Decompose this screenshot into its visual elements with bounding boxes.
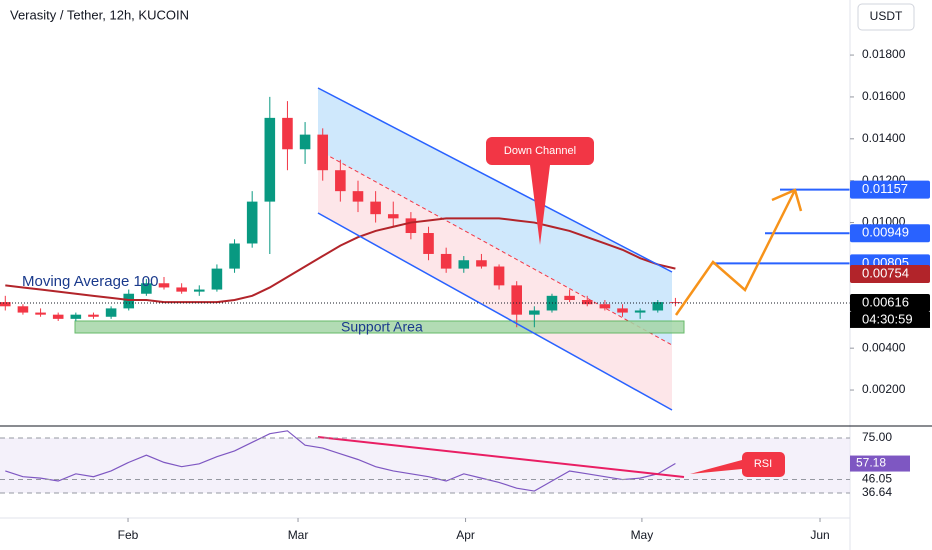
x-tick-label: May — [631, 528, 654, 542]
rsi-tick-label: 36.64 — [862, 485, 892, 499]
candle-body — [141, 283, 152, 294]
channel-lower — [317, 212, 673, 411]
candle-body — [229, 243, 240, 269]
callout-pointer — [530, 165, 550, 245]
support-label: Support Area — [341, 319, 423, 335]
rsi-trendline — [317, 436, 685, 478]
candle-body — [299, 134, 311, 150]
candle-body — [246, 201, 258, 244]
price-tag — [850, 293, 930, 312]
y-tick-label: 0.01800 — [862, 47, 906, 61]
candle-body — [0, 302, 11, 307]
candle-body — [176, 287, 187, 292]
callout — [486, 137, 594, 165]
candle-body — [546, 295, 558, 311]
title: Verasity / Tether, 12h, KUCOIN — [10, 7, 189, 22]
rsi-tick-label: 46.05 — [862, 472, 892, 486]
channel-mid — [317, 149, 673, 346]
candle-body — [35, 312, 46, 315]
candle-body — [105, 308, 117, 317]
y-tick-label: 0.01400 — [862, 131, 906, 145]
candle-body — [476, 260, 487, 267]
currency-box — [857, 3, 915, 31]
y-tick-label: 0.01600 — [862, 89, 906, 103]
candle-body — [529, 310, 540, 315]
candle-body — [193, 289, 205, 292]
candle-body — [52, 314, 64, 319]
y-tick-label: 0.00400 — [862, 340, 906, 354]
candle-body — [458, 260, 470, 269]
channel-upper — [317, 87, 673, 273]
y-tick-label: 0.00200 — [862, 382, 906, 396]
x-tick-label: Mar — [288, 528, 309, 542]
candle-body — [352, 191, 364, 202]
candle-body — [423, 233, 434, 254]
candle-body — [123, 293, 135, 309]
x-tick-label: Feb — [118, 528, 139, 542]
rsi-tag — [850, 455, 910, 472]
candle-body — [264, 117, 276, 202]
candle-body — [599, 304, 611, 309]
candle-body — [88, 314, 99, 317]
channel-fill — [318, 88, 672, 345]
candle-body — [617, 308, 628, 313]
callout-text: Down Channel — [504, 145, 576, 157]
countdown-box — [850, 311, 930, 328]
candle-body — [370, 201, 381, 215]
candle-body — [335, 170, 346, 192]
rsi-tag-label: 57.18 — [856, 456, 886, 470]
price-tag-label: 0.01157 — [862, 181, 908, 196]
candle-body — [387, 214, 399, 219]
candle-body — [17, 306, 29, 313]
candle-body — [440, 253, 452, 269]
rsi-callout-text: RSI — [754, 458, 772, 470]
x-tick-label: Jun — [810, 528, 829, 542]
rsi-line — [5, 430, 676, 492]
candle-body — [211, 268, 223, 290]
projection-arrow — [771, 188, 803, 212]
x-tick-label: Apr — [456, 528, 475, 542]
projection — [674, 189, 797, 316]
price-tag-label: 0.00616 — [862, 294, 909, 309]
candle-body — [493, 266, 505, 286]
price-tag — [850, 265, 930, 284]
rsi-tick-label: 75.00 — [862, 430, 892, 444]
moving-average — [5, 217, 676, 304]
countdown: 04:30:59 — [862, 311, 913, 326]
candle-body — [70, 314, 82, 319]
candle-body — [581, 300, 593, 305]
rsi-band — [0, 437, 850, 493]
candle-body — [158, 283, 170, 288]
support-area — [74, 320, 685, 334]
candle-body — [634, 310, 646, 313]
price-tag-label: 0.00949 — [862, 225, 909, 240]
candle-body — [405, 218, 417, 234]
currency: USDT — [870, 9, 903, 23]
price-tag — [850, 224, 930, 243]
rsi-callout-pointer — [690, 460, 742, 474]
candle-body — [564, 295, 575, 301]
ma-label: Moving Average 100 — [22, 273, 159, 290]
candle-body — [652, 302, 664, 311]
rsi-callout — [742, 452, 785, 477]
price-tag — [850, 180, 930, 199]
candle-body — [317, 134, 329, 171]
price-tag-label: 0.00754 — [862, 265, 909, 280]
candle-body — [282, 117, 293, 150]
candle-body — [511, 285, 522, 315]
